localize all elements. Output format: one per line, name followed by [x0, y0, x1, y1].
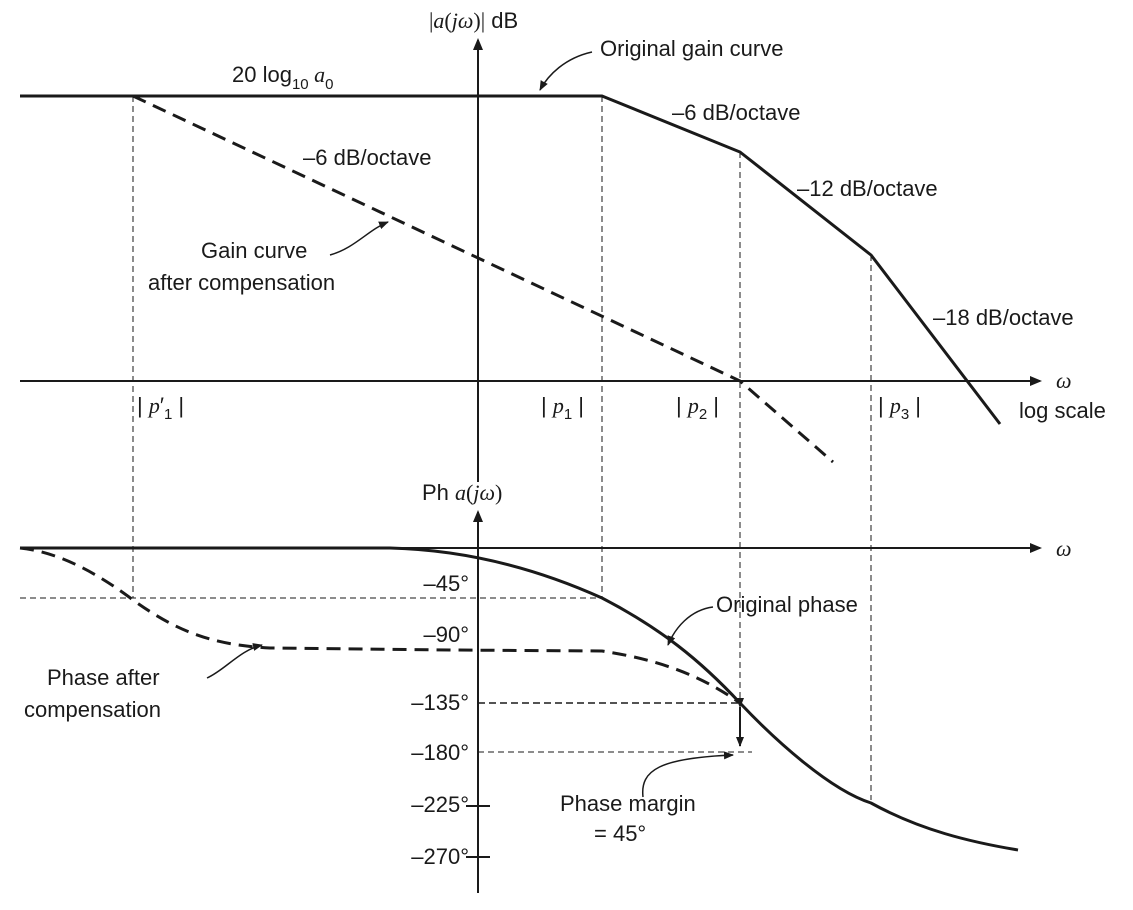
- gain-x-axis-label: ω: [1056, 368, 1072, 393]
- dc-gain-label: 20 log10 a0: [232, 62, 333, 93]
- tick-label-270: –270°: [411, 844, 469, 869]
- tick-label-135: –135°: [411, 690, 469, 715]
- tick-label-180: –180°: [411, 740, 469, 765]
- tick-label-90: –90°: [423, 622, 469, 647]
- original-gain-curve: [20, 94, 1002, 425]
- original-phase-curve: [20, 546, 1019, 852]
- pole-label-p1-prime: | p′1 |: [137, 393, 184, 423]
- phase-margin-label-line2: = 45°: [594, 821, 646, 846]
- compensated-gain-label-line2: after compensation: [148, 270, 335, 295]
- original-phase-leader: [667, 606, 714, 646]
- phase-margin-label-line1: Phase margin: [560, 791, 696, 816]
- tick-label-45: –45°: [423, 571, 469, 596]
- compensated-phase-curve: [19, 546, 741, 705]
- gain-y-axis-label: |a(jω)| dB: [429, 8, 518, 33]
- pole-label-p1: | p1 |: [541, 393, 584, 423]
- slope-label-6db-compensated: –6 dB/octave: [303, 145, 431, 170]
- phase-margin-leader: [641, 751, 734, 798]
- phase-x-axis-label: ω: [1056, 536, 1072, 561]
- compensated-gain-curve: [132, 94, 834, 464]
- compensated-phase-label-line2: compensation: [24, 697, 161, 722]
- phase-y-axis-label: Ph a(jω): [422, 480, 502, 505]
- original-phase-label: Original phase: [716, 592, 858, 617]
- compensated-gain-leader: [329, 221, 389, 256]
- pole-label-p2: | p2 |: [676, 393, 719, 423]
- slope-label-6db-original: –6 dB/octave: [672, 100, 800, 125]
- pole-label-p3: | p3 |: [878, 393, 921, 423]
- slope-label-12db: –12 dB/octave: [797, 176, 938, 201]
- compensated-gain-label-line1: Gain curve: [201, 238, 307, 263]
- original-gain-label: Original gain curve: [600, 36, 783, 61]
- tick-label-225: –225°: [411, 792, 469, 817]
- original-gain-leader: [539, 51, 593, 91]
- slope-label-18db: –18 dB/octave: [933, 305, 1074, 330]
- compensated-phase-leader: [206, 643, 263, 679]
- compensated-phase-label-line1: Phase after: [47, 665, 160, 690]
- log-scale-label: log scale: [1019, 398, 1106, 423]
